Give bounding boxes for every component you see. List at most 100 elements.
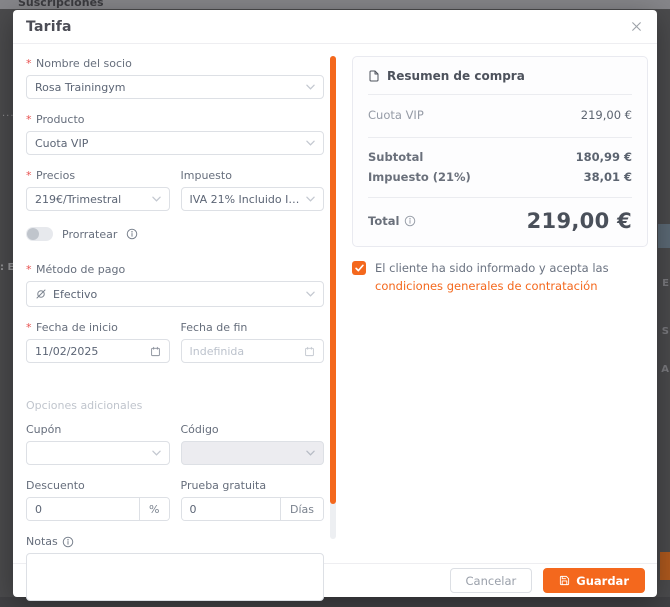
save-button-label: Guardar xyxy=(576,573,629,588)
required-asterisk: * xyxy=(26,57,32,70)
discount-field: Descuento % xyxy=(26,479,170,521)
tax-row-label: Impuesto (21%) xyxy=(368,170,471,184)
discount-trial-row: Descuento % Prueba gratuita Días xyxy=(26,479,324,535)
info-icon[interactable] xyxy=(126,228,138,240)
backdrop-left-fragment: : E xyxy=(0,262,15,273)
calendar-icon[interactable] xyxy=(150,346,161,357)
product-label: * Producto xyxy=(26,113,85,126)
free-trial-input-group: Días xyxy=(180,497,324,521)
form-scrollbar-thumb[interactable] xyxy=(330,56,336,504)
receipt-icon xyxy=(369,70,379,82)
end-date-field: Fecha de fin xyxy=(180,321,324,363)
tax-label: Impuesto xyxy=(180,169,232,182)
tax-field: Impuesto IVA 21% Incluido IVA... xyxy=(180,169,324,211)
summary-subtotal-row: Subtotal 180,99 € xyxy=(368,138,632,167)
summary-line-item: Cuota VIP 219,00 € xyxy=(368,95,632,138)
free-trial-label: Prueba gratuita xyxy=(180,479,267,492)
tarifa-modal: Tarifa * Nombre del socio Rosa Trainingy… xyxy=(13,10,657,601)
check-icon xyxy=(354,264,364,272)
free-trial-field: Prueba gratuita Días xyxy=(180,479,324,521)
cash-icon xyxy=(36,289,46,299)
save-button[interactable]: Guardar xyxy=(543,568,645,593)
subtotal-amount: 180,99 € xyxy=(575,150,632,164)
terms-link[interactable]: condiciones generales de contratación xyxy=(375,278,598,293)
summary-header: Resumen de compra xyxy=(368,69,632,95)
backdrop-letter: A xyxy=(661,364,669,375)
modal-body: * Nombre del socio Rosa Trainingym * Pro… xyxy=(13,44,657,601)
coupon-label: Cupón xyxy=(26,423,62,436)
price-label: * Precios xyxy=(26,169,76,182)
coupon-code-row: Cupón Código xyxy=(26,423,324,479)
modal-title: Tarifa xyxy=(26,18,72,35)
summary-column: Resumen de compra Cuota VIP 219,00 € Sub… xyxy=(352,56,648,296)
backdrop-highlighted-row xyxy=(658,224,670,248)
member-field: * Nombre del socio Rosa Trainingym xyxy=(26,57,324,99)
code-select xyxy=(180,441,324,465)
product-select[interactable]: Cuota VIP xyxy=(26,131,324,155)
coupon-field: Cupón xyxy=(26,423,170,465)
summary-total-row: Total 219,00 € xyxy=(368,198,632,233)
payment-method-value: Efectivo xyxy=(53,287,98,301)
end-date-input[interactable] xyxy=(189,344,298,358)
calendar-icon[interactable] xyxy=(304,346,315,357)
start-date-input[interactable] xyxy=(35,344,144,358)
end-date-input-wrap xyxy=(180,339,324,363)
cancel-button[interactable]: Cancelar xyxy=(449,568,533,593)
info-icon[interactable] xyxy=(404,215,416,227)
start-date-input-wrap xyxy=(26,339,170,363)
payment-method-field: * Método de pago Efectivo xyxy=(26,263,324,307)
chevron-down-icon xyxy=(151,450,161,456)
toggle-knob xyxy=(27,228,39,240)
price-field: * Precios 219€/Trimestral xyxy=(26,169,170,211)
line-item-amount: 219,00 € xyxy=(580,108,632,122)
code-label: Código xyxy=(180,423,219,436)
prorate-toggle[interactable] xyxy=(26,227,53,241)
terms-checkbox[interactable] xyxy=(352,261,366,275)
price-tax-row: * Precios 219€/Trimestral Impuesto IVA 2… xyxy=(26,169,324,225)
summary-title: Resumen de compra xyxy=(387,69,525,83)
form-scrollbar-track[interactable] xyxy=(330,56,336,539)
member-select[interactable]: Rosa Trainingym xyxy=(26,75,324,99)
coupon-select[interactable] xyxy=(26,441,170,465)
terms-row: El cliente ha sido informado y acepta la… xyxy=(352,260,648,296)
line-item-label: Cuota VIP xyxy=(368,108,424,122)
backdrop-letter: E xyxy=(662,278,669,289)
price-select[interactable]: 219€/Trimestral xyxy=(26,187,170,211)
terms-text: El cliente ha sido informado y acepta la… xyxy=(375,261,609,293)
tax-select[interactable]: IVA 21% Incluido IVA... xyxy=(180,187,324,211)
modal-footer: Cancelar Guardar xyxy=(13,563,657,597)
member-select-value: Rosa Trainingym xyxy=(35,80,126,94)
required-asterisk: * xyxy=(26,321,32,334)
price-select-value: 219€/Trimestral xyxy=(35,192,122,206)
backdrop-bottom-strip xyxy=(0,597,670,607)
info-icon[interactable] xyxy=(62,536,74,548)
backdrop-letter: S xyxy=(661,326,669,337)
notes-textarea[interactable] xyxy=(26,553,324,601)
tarifa-form: * Nombre del socio Rosa Trainingym * Pro… xyxy=(26,57,324,605)
chevron-down-icon xyxy=(306,196,315,202)
save-disk-icon xyxy=(560,575,570,586)
required-asterisk: * xyxy=(26,113,32,126)
additional-options-label: Opciones adicionales xyxy=(26,399,143,412)
chevron-down-icon xyxy=(306,450,315,456)
discount-label: Descuento xyxy=(26,479,85,492)
free-trial-input[interactable] xyxy=(181,498,280,520)
product-select-value: Cuota VIP xyxy=(35,136,89,150)
backdrop-top-text: Suscripciones xyxy=(18,0,104,9)
required-asterisk: * xyxy=(26,263,32,276)
code-field: Código xyxy=(180,423,324,465)
notes-label: Notas xyxy=(26,535,58,548)
subtotal-label: Subtotal xyxy=(368,150,424,164)
free-trial-suffix: Días xyxy=(280,498,323,520)
notes-label-row: Notas xyxy=(26,535,324,548)
dates-row: * Fecha de inicio Fecha de fin xyxy=(26,321,324,377)
discount-suffix: % xyxy=(139,498,169,520)
payment-method-select[interactable]: Efectivo xyxy=(26,281,324,307)
close-icon[interactable] xyxy=(628,19,644,35)
purchase-summary-card: Resumen de compra Cuota VIP 219,00 € Sub… xyxy=(352,56,648,247)
total-label-wrap: Total xyxy=(368,214,416,228)
tax-row-amount: 38,01 € xyxy=(583,170,632,184)
total-label: Total xyxy=(368,214,400,228)
discount-input[interactable] xyxy=(27,498,140,520)
backdrop-right-column: E S A xyxy=(657,0,670,607)
